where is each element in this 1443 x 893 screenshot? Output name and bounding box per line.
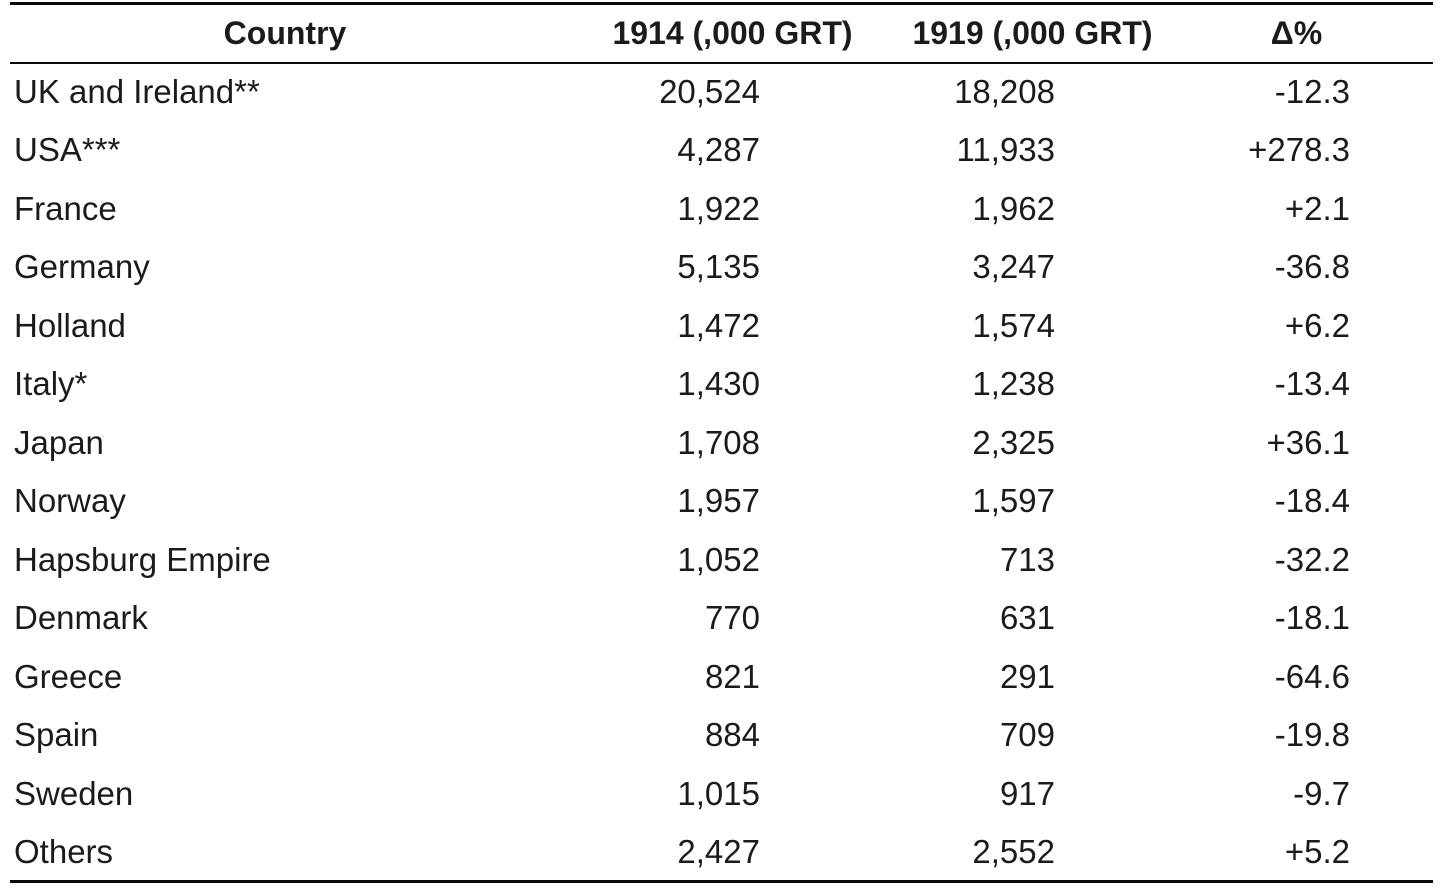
- table-row: UK and Ireland** 20,524 18,208 -12.3: [10, 63, 1433, 122]
- country-cell: France: [14, 189, 117, 227]
- country-cell: Italy*: [14, 365, 88, 403]
- tonnage-1914-cell: 20,524: [659, 73, 760, 111]
- tonnage-1914-cell: 4,287: [677, 131, 760, 169]
- table-header: Country 1914 (,000 GRT) 1919 (,000 GRT) …: [10, 4, 1433, 63]
- tonnage-1914-cell: 1,708: [677, 423, 760, 461]
- delta-pct-cell: +36.1: [1266, 423, 1351, 461]
- tonnage-1919-cell: 18,208: [954, 73, 1055, 111]
- country-cell: Denmark: [14, 599, 148, 637]
- delta-pct-cell: -18.4: [1274, 482, 1350, 520]
- table-row: Japan 1,708 2,325 +36.1: [10, 414, 1433, 473]
- tonnage-1919-cell: 1,597: [972, 482, 1055, 520]
- table-row: France 1,922 1,962 +2.1: [10, 180, 1433, 239]
- tonnage-1919-cell: 1,962: [972, 189, 1055, 227]
- tonnage-1914-cell: 2,427: [677, 832, 760, 870]
- delta-pct-cell: +2.1: [1284, 189, 1350, 227]
- tonnage-1919-cell: 291: [999, 657, 1055, 695]
- delta-pct-cell: +6.2: [1284, 306, 1350, 344]
- table-row: Germany 5,135 3,247 -36.8: [10, 238, 1433, 297]
- merchant-fleet-tonnage-table: Country 1914 (,000 GRT) 1919 (,000 GRT) …: [10, 2, 1433, 883]
- delta-pct-cell: +5.2: [1284, 832, 1350, 870]
- tonnage-1914-cell: 1,472: [677, 306, 760, 344]
- delta-pct-cell: -64.6: [1274, 657, 1350, 695]
- country-cell: Sweden: [14, 774, 134, 812]
- table-row: Italy* 1,430 1,238 -13.4: [10, 355, 1433, 414]
- country-cell: Japan: [14, 423, 104, 461]
- delta-pct-cell: -13.4: [1274, 365, 1350, 403]
- table-row: Norway 1,957 1,597 -18.4: [10, 472, 1433, 531]
- tonnage-1914-cell: 1,015: [677, 774, 760, 812]
- country-cell: UK and Ireland**: [14, 73, 260, 111]
- delta-pct-cell: -19.8: [1274, 716, 1350, 754]
- column-header-1914-grt: 1914 (,000 GRT): [612, 14, 853, 51]
- country-cell: Others: [14, 832, 114, 870]
- tonnage-1919-cell: 713: [999, 540, 1055, 578]
- header-row: Country 1914 (,000 GRT) 1919 (,000 GRT) …: [10, 4, 1433, 63]
- column-header-country: Country: [223, 14, 347, 51]
- tonnage-1919-cell: 631: [999, 599, 1055, 637]
- country-cell: Greece: [14, 657, 123, 695]
- tonnage-1914-cell: 5,135: [677, 248, 760, 286]
- country-cell: Holland: [14, 306, 126, 344]
- tonnage-1914-cell: 884: [704, 716, 760, 754]
- table-row: Holland 1,472 1,574 +6.2: [10, 297, 1433, 356]
- tonnage-1914-cell: 1,052: [677, 540, 760, 578]
- delta-pct-cell: -12.3: [1274, 73, 1350, 111]
- table-body: UK and Ireland** 20,524 18,208 -12.3 USA*** 4…: [10, 63, 1433, 882]
- tonnage-1914-cell: 1,922: [677, 189, 760, 227]
- table-row: Spain 884 709 -19.8: [10, 706, 1433, 765]
- delta-pct-cell: -32.2: [1274, 540, 1350, 578]
- tonnage-1914-cell: 1,430: [677, 365, 760, 403]
- tonnage-1919-cell: 11,933: [956, 131, 1055, 169]
- tonnage-1919-cell: 1,238: [972, 365, 1055, 403]
- tonnage-1919-cell: 2,552: [972, 832, 1055, 870]
- tonnage-1914-cell: 821: [704, 657, 760, 695]
- tonnage-1919-cell: 709: [999, 716, 1055, 754]
- tonnage-1919-cell: 3,247: [972, 248, 1055, 286]
- table-row: Hapsburg Empire 1,052 713 -32.2: [10, 531, 1433, 590]
- country-cell: USA***: [14, 131, 121, 169]
- tonnage-1914-cell: 770: [704, 599, 760, 637]
- delta-pct-cell: -36.8: [1274, 248, 1350, 286]
- table-row: Sweden 1,015 917 -9.7: [10, 765, 1433, 824]
- table-row: Denmark 770 631 -18.1: [10, 589, 1433, 648]
- table-row: USA*** 4,287 11,933 +278.3: [10, 121, 1433, 180]
- tonnage-1919-cell: 2,325: [972, 423, 1055, 461]
- table-row: Greece 821 291 -64.6: [10, 648, 1433, 707]
- country-cell: Spain: [14, 716, 99, 754]
- country-cell: Hapsburg Empire: [14, 540, 271, 578]
- delta-pct-cell: +278.3: [1248, 131, 1350, 169]
- column-header-delta-pct: Δ%: [1270, 14, 1323, 51]
- column-header-1919-grt: 1919 (,000 GRT): [912, 14, 1153, 51]
- delta-pct-cell: -18.1: [1274, 599, 1350, 637]
- tonnage-1914-cell: 1,957: [677, 482, 760, 520]
- delta-pct-cell: -9.7: [1293, 774, 1350, 812]
- table-row: Others 2,427 2,552 +5.2: [10, 823, 1433, 882]
- country-cell: Germany: [14, 248, 150, 286]
- country-cell: Norway: [14, 482, 126, 520]
- tonnage-1919-cell: 1,574: [972, 306, 1055, 344]
- tonnage-1919-cell: 917: [999, 774, 1055, 812]
